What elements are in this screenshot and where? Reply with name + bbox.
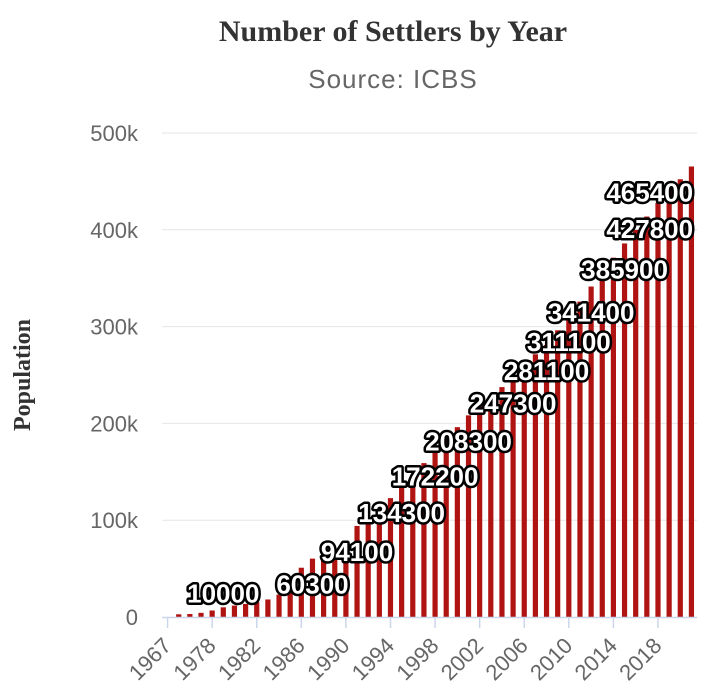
bar[interactable]	[399, 486, 405, 617]
bar[interactable]	[265, 599, 271, 617]
bar[interactable]	[309, 558, 316, 617]
bar[interactable]	[555, 330, 561, 617]
bar[interactable]	[198, 612, 204, 617]
x-axis	[162, 616, 697, 628]
bar[interactable]	[365, 517, 371, 617]
data-label: 427800	[606, 214, 693, 244]
y-gridlines	[162, 132, 697, 521]
x-axis-tick-label: 2002	[436, 633, 488, 685]
bar[interactable]	[599, 272, 605, 617]
data-label: 281100	[504, 356, 589, 386]
bar[interactable]	[242, 603, 249, 617]
x-axis-labels: 1967197819821986199019941998200220062010…	[124, 633, 667, 685]
y-axis-title: Population	[10, 319, 36, 431]
bar[interactable]	[287, 590, 293, 617]
bar[interactable]	[677, 179, 683, 618]
y-axis-tick-label: 400k	[90, 218, 139, 243]
bar[interactable]	[432, 450, 438, 617]
bar[interactable]	[376, 508, 382, 617]
chart-subtitle: Source: ICBS	[308, 64, 478, 94]
bar[interactable]	[321, 554, 327, 617]
data-label: 60300	[276, 570, 348, 600]
bar[interactable]	[187, 613, 193, 617]
y-axis-tick-label: 100k	[90, 508, 139, 533]
x-axis-tick-label: 2006	[480, 633, 532, 685]
bar[interactable]	[499, 387, 505, 617]
x-axis-tick-label: 2014	[570, 633, 622, 685]
bar[interactable]	[465, 415, 472, 617]
x-axis-tick-label: 1967	[124, 633, 176, 685]
x-axis-tick-label: 1982	[213, 633, 265, 685]
bar[interactable]	[666, 189, 672, 618]
bar[interactable]	[688, 166, 695, 617]
bar[interactable]	[343, 540, 349, 617]
data-label: 247300	[470, 389, 557, 419]
bar[interactable]	[621, 243, 628, 618]
bar[interactable]	[410, 475, 416, 617]
data-label: 341400	[548, 298, 635, 328]
y-axis-labels: 0 100k 200k 300k 400k 500k	[90, 121, 139, 630]
bar[interactable]	[566, 315, 572, 617]
x-axis-tick-label: 1994	[347, 633, 399, 685]
bar[interactable]	[176, 614, 182, 617]
data-label: 465400	[606, 177, 693, 207]
data-label: 311100	[527, 327, 611, 357]
bar[interactable]	[532, 354, 538, 617]
bar[interactable]	[354, 525, 360, 617]
bar[interactable]	[454, 427, 460, 617]
x-axis-tick-label: 1986	[258, 633, 310, 685]
bar[interactable]	[588, 286, 594, 617]
data-label: 172200	[392, 461, 479, 491]
bar[interactable]	[543, 344, 550, 617]
bar[interactable]	[477, 405, 483, 617]
y-axis-tick-label: 500k	[90, 121, 139, 146]
data-label: 134300	[358, 498, 445, 528]
x-axis-tick-label: 1998	[391, 633, 443, 685]
bar[interactable]	[231, 605, 238, 617]
bar[interactable]	[644, 216, 650, 618]
y-axis-tick-label: 0	[126, 605, 138, 630]
bar[interactable]	[421, 463, 427, 617]
x-axis-tick-label: 1978	[168, 633, 220, 685]
bar[interactable]	[488, 396, 494, 617]
bar[interactable]	[510, 377, 516, 617]
chart-title: Number of Settlers by Year	[219, 15, 567, 48]
data-label: 385900	[581, 254, 668, 284]
data-label: 94100	[321, 537, 393, 567]
bar[interactable]	[577, 301, 583, 617]
bar[interactable]	[220, 607, 226, 617]
bar[interactable]	[209, 610, 215, 617]
y-axis-tick-label: 200k	[90, 411, 139, 436]
data-label: 208300	[425, 426, 512, 456]
y-axis-tick-label: 300k	[90, 315, 139, 340]
bar[interactable]	[610, 257, 617, 617]
bar[interactable]	[633, 229, 639, 618]
bar[interactable]	[655, 202, 661, 618]
bar[interactable]	[276, 594, 282, 617]
bar[interactable]	[387, 498, 394, 617]
x-axis-tick-label: 1990	[302, 633, 354, 685]
x-axis-tick-label: 2018	[614, 633, 666, 685]
bar[interactable]	[298, 567, 304, 617]
x-axis-tick-label: 2010	[525, 633, 577, 685]
bars	[176, 166, 695, 618]
bar[interactable]	[254, 602, 260, 617]
bar[interactable]	[332, 549, 338, 617]
bar[interactable]	[521, 364, 527, 617]
bar[interactable]	[443, 438, 449, 617]
data-label: 10000	[187, 578, 259, 608]
